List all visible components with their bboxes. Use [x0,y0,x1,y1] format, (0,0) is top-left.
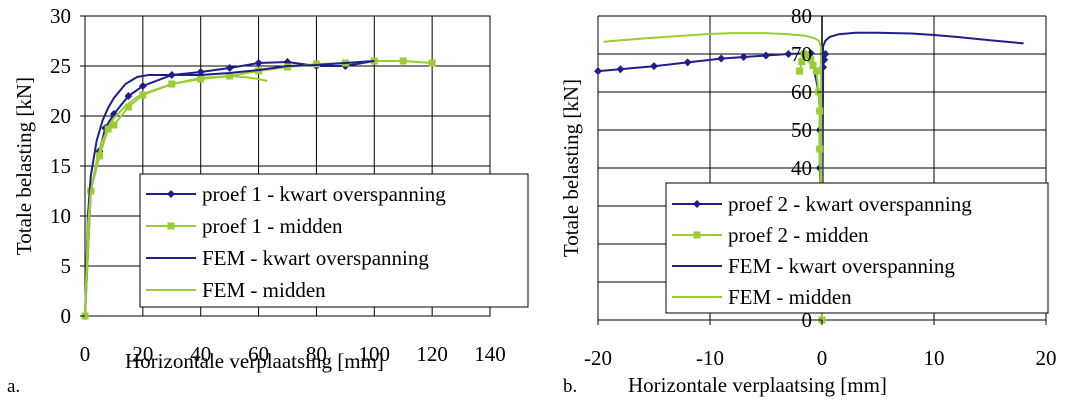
chart-a-legend-label: proef 1 - kwart overspanning [202,182,446,206]
chart-a-legend: proef 1 - kwart overspanning proef 1 - mi… [139,173,529,308]
chart-b: -20-100102001020304050607080 Horizontale… [559,4,1057,397]
chart-a-legend-label: proef 1 - midden [202,214,343,238]
chart-a-ytick-label: 10 [50,204,71,228]
chart-b-ytick-label: 70 [791,42,812,66]
chart-a-legend-label: FEM - midden [202,278,326,302]
chart-a-legend-marker [167,190,175,198]
chart-a-panel-label: a. [7,376,20,397]
chart-a-legend-marker [167,222,175,230]
chart-b-ylabel: Totale belasting [kN] [559,79,583,257]
chart-a-xtick-label: 40 [190,342,211,366]
chart-a-series-1-point [399,57,407,65]
chart-b-legend-label: proef 2 - midden [728,223,869,247]
chart-a-series-1-point [95,152,103,160]
chart-b-legend-box [665,182,1049,314]
chart-a-series-2-line [84,60,375,317]
chart-b-series-3-line [603,32,823,321]
chart-a-series-0-point [225,64,234,72]
chart-b-series-1-point [809,61,817,69]
chart-a-legend-box [139,173,529,308]
chart-a-ytick-label: 0 [61,304,72,328]
chart-a-xtick-label: 100 [359,342,391,366]
chart-a-series [81,57,436,320]
chart-a-xtick-label: 20 [132,342,153,366]
chart-b-legend-label: proef 2 - kwart overspanning [728,192,972,216]
chart-b-legend-marker [693,231,701,239]
chart-b-series-0-point [650,62,658,71]
chart-b-series-1-point [796,67,804,75]
chart-b-series-0-point [717,54,726,63]
chart-b-xtick-label: -10 [696,346,724,370]
chart-b-xlabel: Horizontale verplaatsing [mm] [628,373,887,397]
chart-a-series-0-point [124,92,133,100]
chart-a-xlabel: Horizontale verplaatsing [mm] [125,349,384,373]
chart-b-series-1-point [816,145,824,153]
chart-b-xtick-label: 20 [1036,346,1057,370]
chart-b-series-0-point [762,51,770,60]
chart-b-legend-label: FEM - midden [728,285,852,309]
chart-a-series-1-point [110,121,118,129]
chart-a-ytick-label: 20 [50,104,71,128]
chart-b-xtick-label: 10 [924,346,945,370]
chart-b-series-0-point [594,67,602,76]
chart-a-series-3-line [84,74,268,317]
chart-b-ytick-label: 60 [791,80,812,104]
chart-a-xtick-label: 0 [80,342,91,366]
chart-b-series-0-point [784,50,793,58]
chart-b-xtick-label: 0 [817,346,828,370]
chart-b-ytick-label: 0 [802,308,813,332]
chart-b-legend-marker [693,200,701,208]
chart-b-ytick-label: 80 [791,4,812,28]
chart-b-series-1-point [807,56,815,64]
chart-b-legend: proef 2 - kwart overspanning proef 2 - mi… [665,182,1049,314]
chart-a-series-1-point [124,103,132,111]
chart-a-ytick-label: 25 [50,54,71,78]
chart-b-series-1-point [816,107,824,115]
chart-a-ytick-label: 5 [61,254,72,278]
chart-a-ticks: 0 20 40 60 80 100 120 140 0 5 10 15 20 25 30 [50,4,506,366]
chart-b-series-1-point [812,67,820,75]
chart-b-series-0-point [616,65,625,74]
chart-b-series-0-point [683,58,692,67]
chart-b-xtick-label: -20 [584,346,612,370]
chart-a-series-0-point [254,59,263,67]
chart-a-ytick-label: 15 [50,154,71,178]
chart-b-ytick-label: 50 [791,118,812,142]
chart-a-xtick-label: 60 [248,342,269,366]
chart-b-panel-label: b. [563,376,577,397]
chart-a-ytick-label: 30 [50,4,71,28]
chart-a-series-1-point [428,59,436,67]
chart-a-xtick-label: 140 [474,342,506,366]
chart-a: 0 20 40 60 80 100 120 140 0 5 10 15 20 25 30 Horizonta… [7,4,529,397]
chart-a-xtick-label: 80 [306,342,327,366]
chart-b-series-1-point [800,50,808,58]
chart-b-legend-label: FEM - kwart overspanning [728,254,955,278]
chart-a-legend-label: FEM - kwart overspanning [202,246,429,270]
chart-a-xtick-label: 120 [416,342,448,366]
chart-b-series-1-point [798,58,806,66]
chart-b-series-0-point [739,53,748,62]
chart-a-ylabel: Totale belasting [kN] [12,77,36,255]
chart-a-series-0-point [138,82,147,90]
chart-b-series-2-line [821,31,1024,93]
chart-b-ytick-label: 40 [791,156,812,180]
